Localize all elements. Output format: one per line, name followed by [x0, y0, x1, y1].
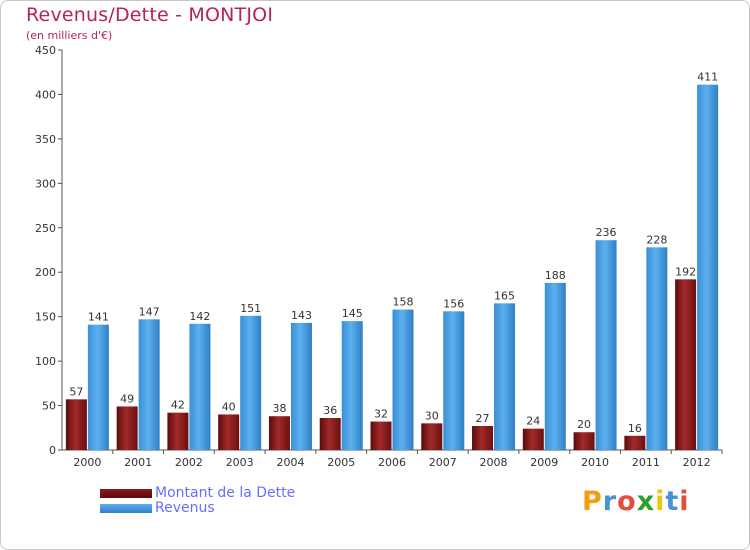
chart-subtitle: (en milliers d'€): [26, 29, 113, 42]
x-tick-label: 2007: [429, 456, 457, 469]
y-tick-label: 250: [35, 222, 56, 235]
bar-revenue: [341, 321, 363, 450]
legend-swatch-debt: [100, 489, 152, 498]
data-label-revenue: 411: [697, 71, 718, 84]
logo-letter: r: [602, 486, 618, 517]
x-tick-label: 2001: [124, 456, 152, 469]
x-tick-label: 2012: [683, 456, 711, 469]
data-label-revenue: 158: [393, 296, 414, 309]
legend-label-debt: Montant de la Dette: [155, 485, 296, 501]
logo-letter: o: [617, 486, 637, 517]
data-label-revenue: 142: [189, 310, 210, 323]
y-tick-label: 150: [35, 311, 56, 324]
bar-debt: [167, 412, 189, 450]
bar-debt: [624, 435, 646, 450]
data-label-revenue: 156: [443, 297, 464, 310]
bar-debt: [472, 426, 494, 450]
data-label-revenue: 228: [646, 233, 667, 246]
bar-revenue: [240, 315, 262, 450]
y-tick-label: 50: [42, 400, 56, 413]
x-tick-label: 2006: [378, 456, 406, 469]
data-label-debt: 40: [222, 400, 236, 413]
logo-letter: i: [679, 486, 690, 517]
x-tick-label: 2004: [276, 456, 304, 469]
data-label-revenue: 141: [88, 311, 109, 324]
bar-revenue: [290, 322, 312, 450]
bar-revenue: [443, 311, 465, 450]
data-label-debt: 42: [171, 399, 185, 412]
data-label-revenue: 147: [139, 305, 160, 318]
data-label-revenue: 165: [494, 289, 515, 302]
x-tick-label: 2011: [632, 456, 660, 469]
legend-swatch-revenue: [100, 504, 152, 513]
y-tick-label: 100: [35, 355, 56, 368]
x-tick-label: 2000: [73, 456, 101, 469]
x-tick-label: 2008: [480, 456, 508, 469]
x-tick-label: 2003: [226, 456, 254, 469]
bar-revenue: [697, 84, 719, 451]
logo-letter: x: [636, 486, 656, 517]
bar-revenue: [595, 240, 617, 450]
y-tick-label: 200: [35, 266, 56, 279]
bar-revenue: [87, 324, 109, 450]
bar-debt: [218, 414, 240, 450]
x-tick-label: 2005: [327, 456, 355, 469]
bar-debt: [65, 399, 87, 450]
bar-revenue: [646, 247, 668, 450]
proxiti-logo: Proxiti: [582, 486, 690, 517]
bar-debt: [421, 423, 443, 450]
bar-revenue: [494, 303, 516, 450]
bar-debt: [675, 279, 697, 450]
data-label-debt: 38: [272, 402, 286, 415]
data-label-debt: 32: [374, 408, 388, 421]
y-tick-label: 350: [35, 133, 56, 146]
data-label-debt: 27: [476, 412, 490, 425]
bar-debt: [522, 428, 544, 450]
bar-revenue: [544, 282, 566, 450]
data-label-debt: 24: [526, 415, 540, 428]
x-tick-label: 2010: [581, 456, 609, 469]
data-label-debt: 36: [323, 404, 337, 417]
legend-label-revenue: Revenus: [155, 500, 215, 516]
data-label-debt: 30: [425, 409, 439, 422]
bar-debt: [116, 406, 138, 450]
logo-letter: P: [582, 486, 603, 517]
logo-letter: i: [655, 486, 666, 517]
chart-title: Revenus/Dette - MONTJOI: [26, 4, 274, 26]
y-tick-label: 300: [35, 177, 56, 190]
data-label-revenue: 143: [291, 309, 312, 322]
y-tick-label: 0: [49, 444, 56, 457]
y-tick-label: 450: [35, 44, 56, 57]
bar-debt: [268, 416, 290, 450]
bar-debt: [319, 418, 341, 450]
logo-letter: t: [665, 486, 680, 517]
bar-revenue: [392, 309, 414, 450]
y-tick-label: 400: [35, 88, 56, 101]
data-label-revenue: 188: [545, 269, 566, 282]
data-label-revenue: 151: [240, 302, 261, 315]
data-label-debt: 57: [69, 385, 83, 398]
bar-revenue: [189, 323, 211, 450]
data-label-debt: 49: [120, 392, 134, 405]
x-tick-label: 2002: [175, 456, 203, 469]
data-label-debt: 192: [675, 265, 696, 278]
data-label-revenue: 236: [596, 226, 617, 239]
x-tick-label: 2009: [530, 456, 558, 469]
bar-debt: [573, 432, 595, 450]
data-label-debt: 16: [628, 422, 642, 435]
bar-revenue: [138, 319, 160, 450]
bar-debt: [370, 421, 392, 450]
data-label-revenue: 145: [342, 307, 363, 320]
data-label-debt: 20: [577, 418, 591, 431]
